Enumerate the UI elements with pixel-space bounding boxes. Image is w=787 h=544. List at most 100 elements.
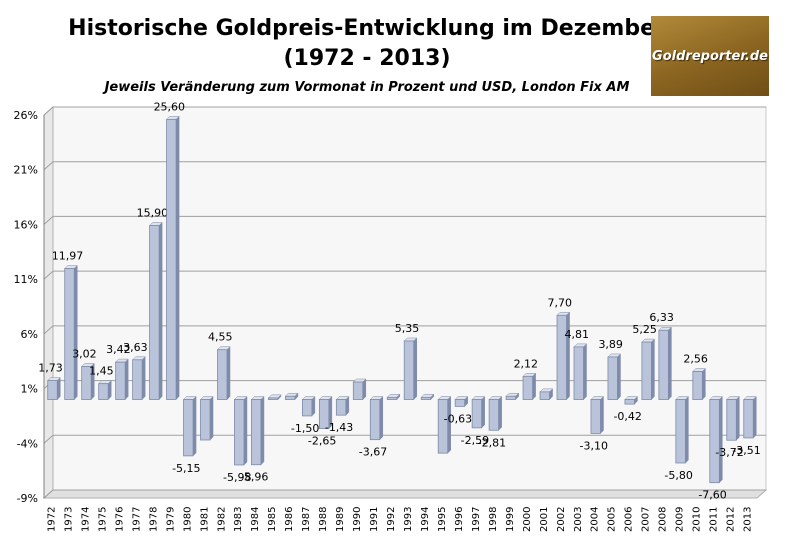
x-tick-label: 1977 [131,507,142,532]
data-label: -5,15 [172,462,200,475]
x-tick-label: 1992 [386,507,397,532]
bar-side [532,372,536,401]
y-tick-label: 26% [14,109,38,122]
bar [624,399,635,405]
gridline [43,434,766,444]
gridline [43,106,766,116]
bar [607,356,618,400]
bar-side [481,395,485,429]
data-label: 3,02 [72,347,97,360]
bar-side [209,395,214,441]
bar [285,395,296,400]
data-label: -2,65 [308,435,336,448]
gridline [43,270,766,280]
bar-side [413,337,417,401]
bar [149,225,160,400]
bar-side [753,395,757,439]
x-tick-label: 1988 [318,507,329,532]
x-tick-label: 1994 [420,507,431,532]
data-label: 15,90 [137,207,169,220]
data-label: -7,60 [698,489,726,502]
x-tick-label: 1985 [267,507,278,532]
bar-side [311,395,316,417]
bar [268,397,279,400]
bar-side [668,326,672,401]
chart-title-line2: (1972 - 2013) [283,46,451,71]
bar [726,399,737,441]
chart-subtitle: Jeweils Veränderung zum Vormonat in Proz… [104,80,630,95]
bar-side [158,221,163,401]
x-tick-label: 2005 [607,507,618,532]
data-label: 1,73 [38,362,63,375]
bar-side [498,395,502,431]
x-tick-label: 1982 [216,507,227,532]
bar [454,399,466,407]
y-tick-label: 21% [14,164,38,177]
data-label: -1,43 [325,421,353,434]
x-tick-label: 2008 [658,507,669,532]
bar [166,118,177,400]
bar [556,314,567,400]
data-label: 5,35 [395,322,420,335]
x-tick-label: 2000 [522,507,533,532]
bar [488,399,500,431]
data-label: -5,96 [240,471,268,484]
data-label: 2,12 [514,357,539,370]
y-tick-label: 6% [21,328,38,341]
x-tick-label: 1997 [471,507,482,532]
data-label: -0,63 [444,412,472,425]
x-tick-label: 1980 [182,507,193,532]
bar-side [243,395,248,466]
bar-side [736,395,740,441]
x-tick-label: 1996 [454,507,465,532]
chart-floor [42,489,768,499]
bar-side [175,115,180,401]
data-label: 4,81 [565,328,590,341]
x-tick-label: 2001 [539,507,550,532]
bar-side [685,395,689,464]
x-tick-label: 1973 [63,507,74,532]
bar [386,396,398,400]
bar [217,349,228,400]
bar-side [124,358,129,401]
bar-side [702,367,706,401]
x-tick-label: 2010 [692,507,703,532]
goldreporter-logo: Goldreporter.de [651,16,769,96]
data-label: 1,45 [89,365,114,378]
chart-title-line1: Historische Goldpreis-Entwicklung im Dez… [68,16,666,41]
bar [692,371,703,400]
bar-side [73,264,78,401]
bar [573,346,584,400]
data-label: 6,33 [649,311,674,324]
data-label: -3,72 [715,446,743,459]
data-label: 3,42 [106,343,131,356]
bar [251,399,262,466]
bar [505,395,516,400]
x-tick-label: 1990 [352,507,363,532]
bar-side [192,395,197,457]
data-label: -0,42 [613,410,641,423]
gridline [43,161,766,171]
bar-side [583,343,587,401]
bar [183,399,194,457]
bar [64,268,75,400]
data-label: -2,81 [478,436,506,449]
x-tick-label: 1975 [97,507,108,532]
bar-side [260,395,265,466]
bar [471,399,483,429]
y-tick-label: 1% [21,383,38,396]
x-tick-label: 2006 [624,507,635,532]
bar-side [56,376,61,401]
bar-side [651,338,655,401]
x-tick-label: 1976 [114,507,125,532]
x-tick-label: 1974 [80,507,91,532]
bar [709,399,720,484]
data-label: 11,97 [52,250,84,263]
bar [590,399,601,434]
bar-side [566,311,570,401]
data-label: -5,98 [223,471,251,484]
data-label: -3,67 [359,446,387,459]
bar [675,399,686,464]
data-label: 4,55 [208,331,233,344]
data-label: 25,60 [154,100,186,113]
